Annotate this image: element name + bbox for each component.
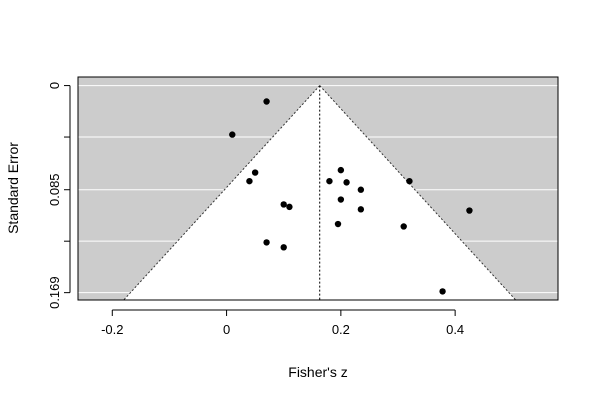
funnel-right-edge: [319, 85, 517, 300]
data-point-6: [263, 239, 270, 246]
data-point-4: [280, 201, 287, 208]
y-axis-title: Standard Error: [5, 142, 21, 234]
data-point-5: [286, 203, 293, 211]
y-tick-label-2: 0.085: [47, 173, 62, 206]
data-point-0: [263, 98, 270, 105]
data-point-18: [439, 288, 446, 295]
data-point-9: [326, 177, 333, 185]
data-point-13: [357, 206, 365, 213]
data-point-1: [229, 131, 236, 138]
x-tick-label-1: 0: [223, 322, 230, 337]
data-point-11: [357, 186, 365, 193]
data-point-12: [337, 196, 345, 203]
data-point-17: [466, 207, 473, 214]
data-point-10: [343, 179, 350, 186]
data-point-15: [406, 177, 413, 185]
funnel-region: [123, 85, 516, 300]
data-point-2: [251, 169, 259, 176]
data-point-3: [246, 177, 253, 185]
data-point-8: [337, 166, 345, 174]
data-point-14: [334, 220, 342, 228]
data-point-7: [280, 244, 287, 251]
x-tick-label-2: 0.2: [332, 322, 350, 337]
y-tick-label-0: 0: [47, 82, 62, 89]
funnel-left-edge: [123, 85, 321, 300]
y-tick-label-4: 0.169: [47, 276, 62, 309]
data-point-16: [400, 223, 407, 230]
x-tick-label-0: -0.2: [101, 322, 123, 337]
funnel-group: [123, 85, 517, 300]
plot-border: [77, 76, 559, 301]
x-axis-title: Fisher's z: [288, 364, 347, 380]
x-tick-label-3: 0.4: [446, 322, 464, 337]
